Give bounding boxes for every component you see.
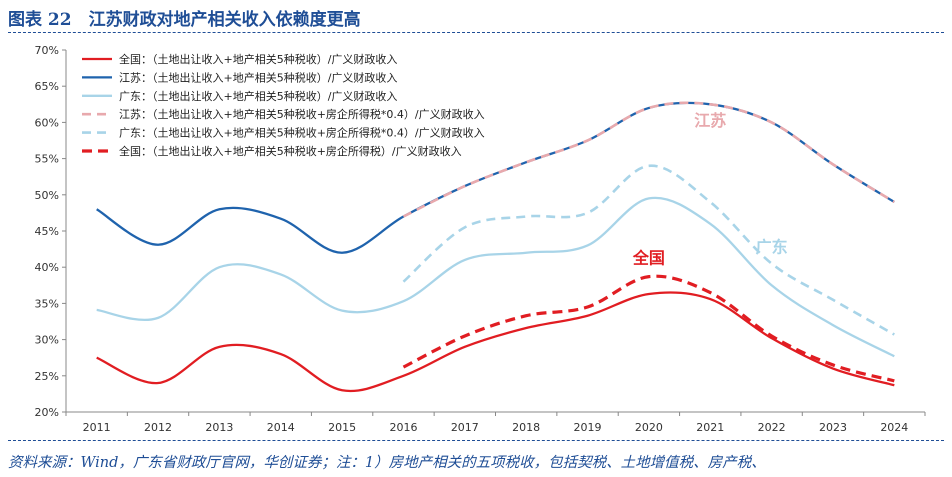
annotation-label-1: 江苏 — [694, 111, 726, 130]
chart-legend: 全国：（土地出让收入+地产相关5种税收）/广义财政收入江苏：（土地出让收入+地产… — [82, 52, 485, 158]
y-tick-label: 30% — [35, 334, 59, 347]
x-tick-label: 2014 — [267, 421, 295, 434]
x-tick-label: 2016 — [389, 421, 417, 434]
x-tick-label: 2021 — [696, 421, 724, 434]
annotation-label-3: 全国 — [632, 249, 665, 268]
x-tick-label: 2011 — [83, 421, 111, 434]
x-tick-label: 2019 — [574, 421, 602, 434]
series-line-5 — [402, 164, 895, 336]
x-tick-label: 2023 — [819, 421, 847, 434]
figure-header: 图表 22 江苏财政对地产相关收入依赖度更高 — [0, 0, 952, 32]
legend-label-5: 广东：（土地出让收入+地产相关5种税收+房企所得税*0.4）/广义财政收入 — [119, 126, 485, 140]
x-tick-label: 2022 — [758, 421, 786, 434]
y-tick-label: 20% — [35, 406, 59, 419]
legend-label-1: 全国：（土地出让收入+地产相关5种税收）/广义财政收入 — [119, 52, 397, 66]
series-line-3 — [96, 196, 895, 358]
x-tick-label: 2024 — [880, 421, 908, 434]
top-divider — [8, 32, 944, 33]
y-tick-label: 50% — [35, 189, 59, 202]
x-tick-label: 2018 — [512, 421, 540, 434]
bottom-divider — [8, 440, 944, 441]
legend-label-3: 广东：（土地出让收入+地产相关5种税收）/广义财政收入 — [119, 89, 397, 103]
y-tick-label: 65% — [35, 80, 59, 93]
series-line-2 — [96, 101, 895, 254]
y-tick-label: 40% — [35, 261, 59, 274]
legend-label-4: 江苏：（土地出让收入+地产相关5种税收+房企所得税*0.4）/广义财政收入 — [119, 107, 485, 121]
x-tick-label: 2015 — [328, 421, 356, 434]
x-tick-label: 2020 — [635, 421, 663, 434]
source-note: 资料来源：Wind，广东省财政厅官网，华创证券；注：1）房地产相关的五项税收，包… — [8, 455, 766, 471]
chart-series — [96, 101, 895, 393]
line-chart: 20% 25% 30% 35% 40% 45% 50% 55% 60% 65% 70% 2011 201… — [35, 44, 926, 434]
legend-label-2: 江苏：（土地出让收入+地产相关5种税收）/广义财政收入 — [119, 70, 397, 84]
x-tick-label: 2012 — [144, 421, 172, 434]
x-tick-label: 2017 — [451, 421, 479, 434]
y-tick-label: 35% — [35, 297, 59, 310]
y-tick-label: 60% — [35, 116, 59, 129]
x-tick-label: 2013 — [205, 421, 233, 434]
legend-label-6: 全国：（土地出让收入+地产相关5种税收+房企所得税）/广义财政收入 — [119, 144, 462, 158]
series-line-6 — [402, 274, 895, 383]
y-tick-label: 55% — [35, 153, 59, 166]
figure-title: 图表 22 江苏财政对地产相关收入依赖度更高 — [8, 10, 361, 30]
series-line-1 — [96, 291, 895, 393]
chart-axes: 20% 25% 30% 35% 40% 45% 50% 55% 60% 65% 70% 2011 201… — [35, 44, 926, 434]
y-tick-label: 45% — [35, 225, 59, 238]
y-tick-label: 25% — [35, 370, 59, 383]
y-tick-label: 70% — [35, 44, 59, 57]
annotation-label-2: 广东 — [756, 238, 788, 257]
